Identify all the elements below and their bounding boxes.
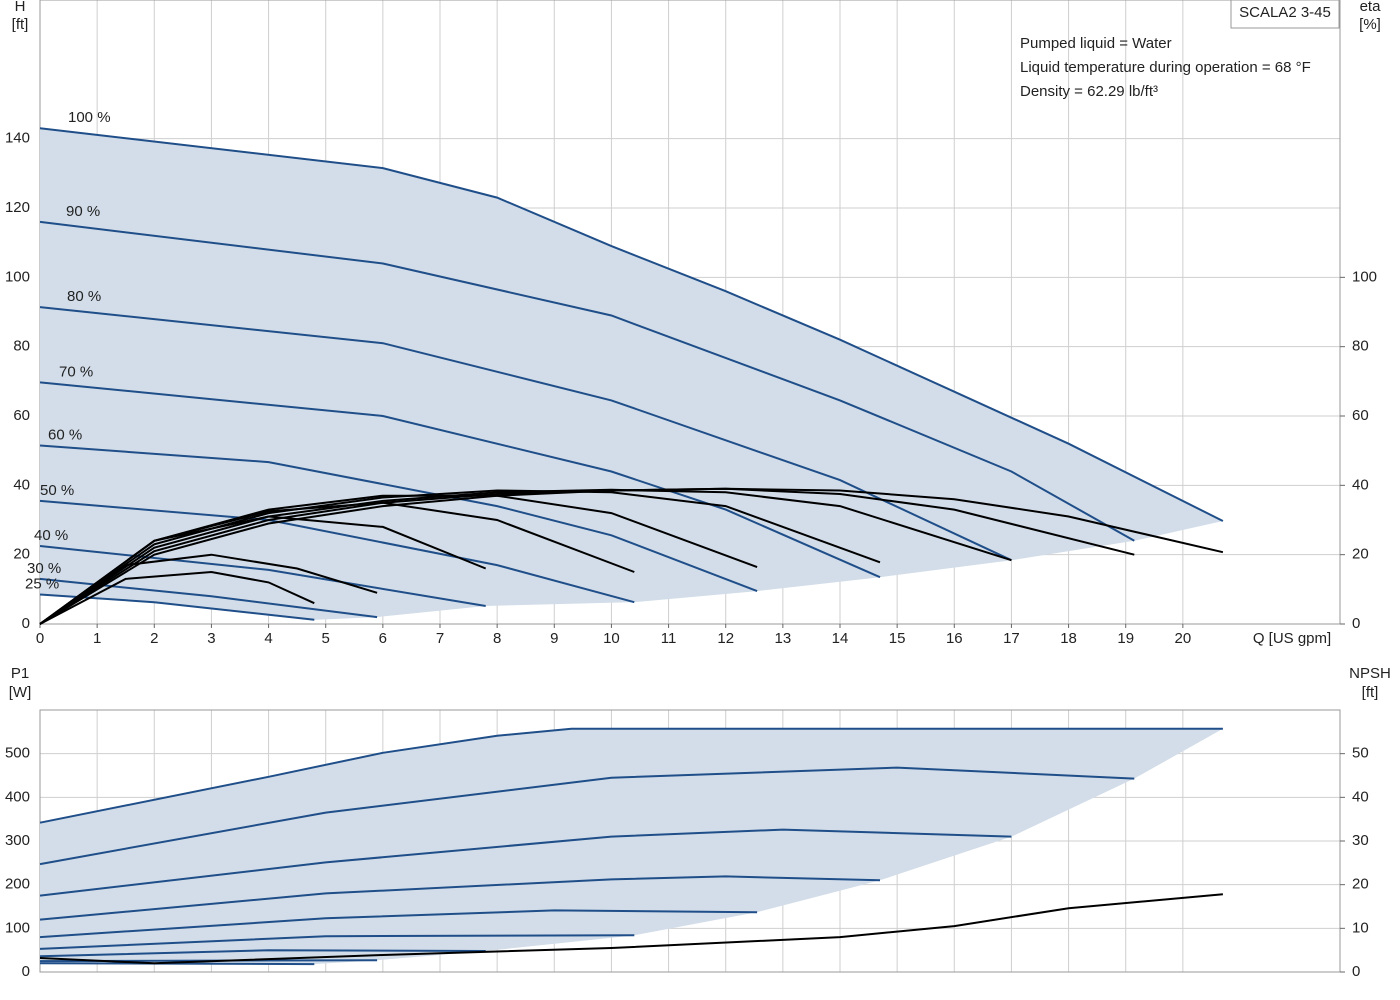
curve <box>39 499 635 604</box>
curve-label: 60 % <box>48 426 82 443</box>
y-tick-label: 80 <box>13 338 30 355</box>
curve <box>39 553 378 625</box>
curve <box>39 306 1012 562</box>
y-axis-unit: [W] <box>9 684 32 701</box>
y-tick-label: 400 <box>5 788 30 805</box>
y-axis-label: P1 <box>11 665 29 682</box>
curve <box>39 727 1223 824</box>
y2-tick-label: 30 <box>1352 832 1369 849</box>
curve-label: 30 % <box>27 560 61 577</box>
x-tick-label: 20 <box>1175 630 1192 647</box>
y-tick-label: 0 <box>22 963 30 980</box>
curve <box>39 489 881 625</box>
curve <box>39 962 315 966</box>
x-tick-label: 13 <box>775 630 792 647</box>
chart-title: SCALA2 3-45 <box>1239 4 1331 21</box>
x-tick-label: 1 <box>93 630 101 647</box>
curve-label: 80 % <box>67 288 101 305</box>
curve <box>39 444 758 593</box>
x-axis-label: Q [US gpm] <box>1253 630 1331 647</box>
y2-axis-unit: [%] <box>1359 16 1381 33</box>
y-tick-label: 0 <box>22 615 30 632</box>
y-tick-label: 300 <box>5 832 30 849</box>
x-tick-label: 10 <box>603 630 620 647</box>
y2-axis-label: NPSH <box>1349 665 1391 682</box>
curve <box>39 381 881 579</box>
y2-tick-label: 60 <box>1352 407 1369 424</box>
y-axis-label: H <box>15 0 26 15</box>
y-tick-label: 100 <box>5 919 30 936</box>
y2-axis-unit: [ft] <box>1362 684 1379 701</box>
x-tick-label: 18 <box>1060 630 1077 647</box>
y-tick-label: 200 <box>5 876 30 893</box>
x-tick-label: 7 <box>436 630 444 647</box>
x-tick-label: 8 <box>493 630 501 647</box>
y2-tick-label: 50 <box>1352 745 1369 762</box>
x-tick-label: 19 <box>1117 630 1134 647</box>
curve <box>39 515 487 625</box>
curve <box>39 220 1135 542</box>
x-tick-label: 4 <box>264 630 272 647</box>
x-tick-label: 6 <box>379 630 387 647</box>
curve <box>39 828 1012 897</box>
curve-label: 100 % <box>68 109 111 126</box>
curve-label: 40 % <box>34 527 68 544</box>
y2-tick-label: 40 <box>1352 476 1369 493</box>
x-tick-label: 17 <box>1003 630 1020 647</box>
curve-label: 25 % <box>25 576 59 593</box>
x-tick-label: 2 <box>150 630 158 647</box>
y-tick-label: 20 <box>13 546 30 563</box>
curve <box>39 570 315 625</box>
curve <box>39 934 635 950</box>
curve <box>39 875 881 921</box>
x-tick-label: 12 <box>717 630 734 647</box>
y-tick-label: 60 <box>13 407 30 424</box>
y2-tick-label: 20 <box>1352 546 1369 563</box>
y2-tick-label: 40 <box>1352 788 1369 805</box>
curve <box>39 893 1223 965</box>
x-tick-label: 0 <box>36 630 44 647</box>
x-tick-label: 16 <box>946 630 963 647</box>
y2-tick-label: 100 <box>1352 268 1377 285</box>
x-tick-label: 3 <box>207 630 215 647</box>
annotation: Density = 62.29 lb/ft³ <box>1020 83 1158 100</box>
y2-tick-label: 0 <box>1352 963 1360 980</box>
y-tick-label: 140 <box>5 130 30 147</box>
curve <box>39 488 1012 625</box>
y2-tick-label: 10 <box>1352 919 1369 936</box>
x-tick-label: 11 <box>661 630 677 647</box>
curve-label: 70 % <box>59 363 93 380</box>
annotation: Pumped liquid = Water <box>1020 35 1172 52</box>
curve <box>39 766 1135 866</box>
curve <box>39 949 486 958</box>
y-axis-unit: [ft] <box>12 16 29 33</box>
title-box <box>1230 0 1340 29</box>
y-tick-label: 40 <box>13 476 30 493</box>
operating-range <box>40 728 1223 965</box>
x-tick-label: 15 <box>889 630 906 647</box>
annotation: Liquid temperature during operation = 68… <box>1020 59 1311 76</box>
x-tick-label: 9 <box>550 630 558 647</box>
curve <box>39 545 486 607</box>
y-tick-label: 100 <box>5 268 30 285</box>
curve <box>39 127 1224 522</box>
y-tick-label: 500 <box>5 745 30 762</box>
curve <box>39 909 758 939</box>
y2-tick-label: 80 <box>1352 338 1369 355</box>
x-tick-label: 14 <box>832 630 849 647</box>
y-tick-label: 120 <box>5 199 30 216</box>
y2-axis-label: eta <box>1360 0 1382 15</box>
y2-tick-label: 20 <box>1352 876 1369 893</box>
curve-label: 50 % <box>40 482 74 499</box>
curve-label: 90 % <box>66 203 100 220</box>
x-tick-label: 5 <box>322 630 330 647</box>
y2-tick-label: 0 <box>1352 615 1360 632</box>
